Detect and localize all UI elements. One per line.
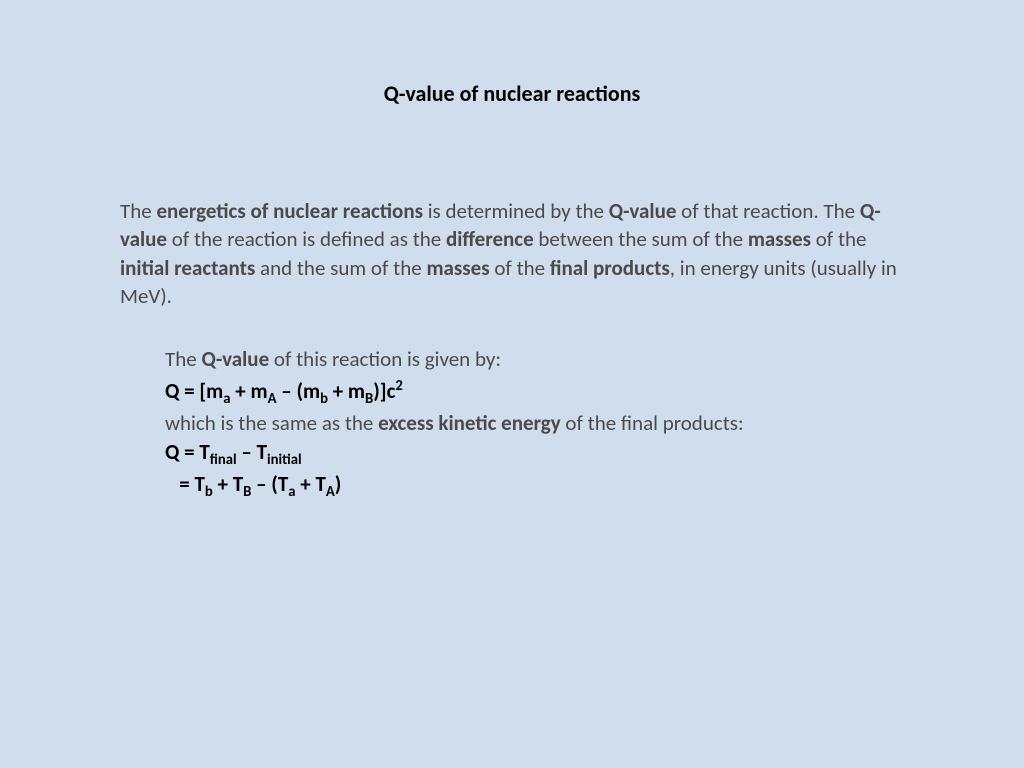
- text: of the reaction is defined as the: [167, 226, 446, 252]
- text: The: [165, 346, 201, 372]
- text: of the final products:: [561, 410, 744, 436]
- equation-paragraph: The Q-value of this reaction is given by…: [165, 345, 904, 501]
- bold-text: Q-value: [609, 198, 677, 224]
- text: between the sum of the: [534, 226, 748, 252]
- text: of the: [490, 255, 550, 281]
- equation-expanded: = Tb + TB – (Ta + TA): [165, 471, 341, 497]
- bold-text: masses: [426, 255, 489, 281]
- equation-kinetic: Q = Tfinal – Tinitial: [165, 439, 302, 465]
- bold-text: excess kinetic energy: [378, 410, 561, 436]
- equation-mass: Q = [ma + mA – (mb + mB)]c2: [165, 378, 403, 404]
- bold-text: energetics of nuclear reactions: [156, 198, 423, 224]
- bold-text: masses: [748, 226, 811, 252]
- text: which is the same as the: [165, 410, 378, 436]
- text: of that reaction. The: [676, 198, 859, 224]
- bold-text: difference: [446, 226, 534, 252]
- definition-paragraph: The energetics of nuclear reactions is d…: [120, 197, 904, 310]
- text: The: [120, 198, 156, 224]
- bold-text: final products: [550, 255, 670, 281]
- text: of this reaction is given by:: [269, 346, 501, 372]
- text: is determined by the: [423, 198, 609, 224]
- bold-text: Q-value: [201, 346, 269, 372]
- bold-text: initial reactants: [120, 255, 255, 281]
- text: and the sum of the: [255, 255, 426, 281]
- text: of the: [811, 226, 867, 252]
- page-title: Q-value of nuclear reactions: [120, 80, 904, 107]
